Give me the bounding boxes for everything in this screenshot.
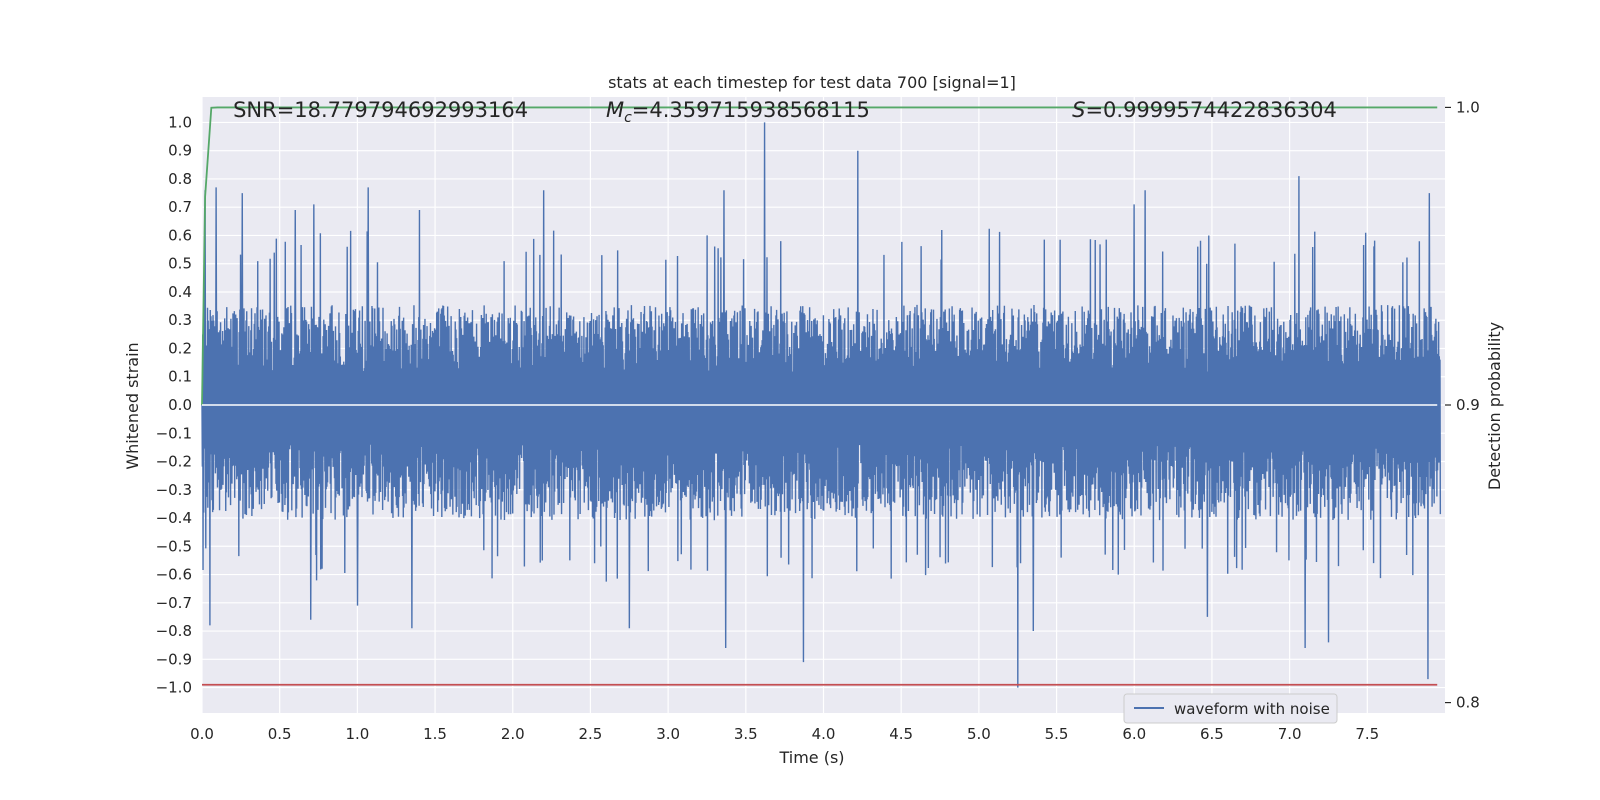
x-tick-label: 4.5 [889,725,913,743]
y-tick-label: −1.0 [156,679,192,697]
y-tick-label: 0.4 [168,283,192,301]
y-tick-label: −0.9 [156,650,192,668]
y-tick-label: −0.4 [156,509,192,527]
x-tick-label: 1.5 [423,725,447,743]
x-tick-label: 4.0 [812,725,836,743]
y-tick-label: 1.0 [168,113,192,131]
annotation-symbol: M [606,98,624,122]
y2-tick-label: 0.9 [1456,396,1480,414]
y-tick-label: 0.8 [168,170,192,188]
x-tick-label: 3.0 [656,725,680,743]
y-tick-label: 0.0 [168,396,192,414]
y-tick-label: 0.3 [168,311,192,329]
y2-tick-label: 0.8 [1456,694,1480,712]
y-tick-label: −0.2 [156,453,192,471]
y-tick-label: 0.6 [168,226,192,244]
x-tick-label: 3.5 [734,725,758,743]
series-layer [201,106,1442,688]
x-tick-label: 1.0 [345,725,369,743]
x-tick-label: 5.5 [1045,725,1069,743]
legend-label: waveform with noise [1174,700,1330,718]
annotations: SNR=18.779794692993164 Mc=4.3597159385681… [233,98,1337,126]
y-axis-label: Whitened strain [123,342,142,469]
y-tick-label: 0.2 [168,339,192,357]
y-tick-label: −0.3 [156,481,192,499]
y-tick-label: 0.5 [168,255,192,273]
x-tick-label: 7.0 [1278,725,1302,743]
x-tick-label: 6.5 [1200,725,1224,743]
legend-box [1123,693,1338,724]
y-tick-label: −0.7 [156,594,192,612]
y2-axis: 1.0 0.9 0.8 [1445,98,1480,712]
x-tick-label: 6.0 [1122,725,1146,743]
chart-title: stats at each timestep for test data 700… [608,73,1016,92]
annotation-subscript: c [624,110,632,126]
x-tick-label: 2.5 [579,725,603,743]
y2-axis-label: Detection probability [1485,322,1504,490]
annotation-snr: SNR=18.779794692993164 [233,98,528,122]
x-tick-label: 0.0 [190,725,214,743]
y-tick-label: −0.8 [156,622,192,640]
x-tick-label: 0.5 [268,725,292,743]
x-axis: 0.0 0.5 1.0 1.5 2.0 2.5 3.0 3.5 4.0 4.5 5.0 5.5 6.0 6… [190,725,1379,743]
y-tick-label: 0.1 [168,368,192,386]
legend: waveform with noise [1123,693,1338,724]
y-axis: 1.0 0.9 0.8 0.7 0.6 0.5 0.4 0.3 0.2 0.1 0.0 −0.1 −0.… [156,113,192,696]
y-tick-label: −0.1 [156,424,192,442]
annotation-value: =4.359715938568115 [632,98,870,122]
x-tick-label: 7.5 [1355,725,1379,743]
waveform-line [201,122,1442,688]
annotation-s: S=0.9999574422836304 [1072,98,1337,122]
annotation-value: =0.9999574422836304 [1085,98,1336,122]
y-tick-label: −0.5 [156,537,192,555]
x-tick-label: 2.0 [501,725,525,743]
detection-probability-line [201,106,1438,406]
y-tick-label: 0.9 [168,142,192,160]
annotation-mc: Mc=4.359715938568115 [606,98,870,126]
x-tick-label: 5.0 [967,725,991,743]
annotation-symbol: S [1072,98,1085,122]
y-tick-label: 0.7 [168,198,192,216]
y-tick-label: −0.6 [156,566,192,584]
x-axis-label: Time (s) [778,748,844,767]
y2-tick-label: 1.0 [1456,98,1480,116]
